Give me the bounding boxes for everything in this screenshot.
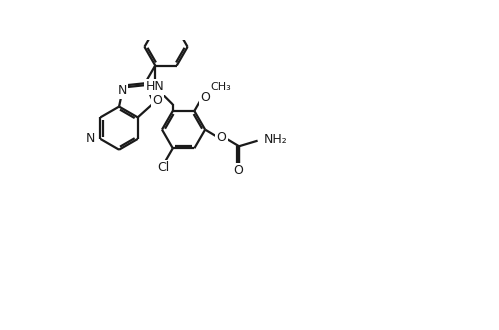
Text: Cl: Cl bbox=[157, 161, 169, 174]
Text: CH₃: CH₃ bbox=[210, 82, 231, 92]
Text: O: O bbox=[200, 91, 210, 104]
Text: NH₂: NH₂ bbox=[264, 133, 287, 146]
Text: O: O bbox=[153, 94, 163, 107]
Text: N: N bbox=[86, 132, 95, 146]
Text: HN: HN bbox=[146, 81, 165, 93]
Text: O: O bbox=[234, 164, 243, 177]
Text: O: O bbox=[217, 131, 226, 145]
Text: N: N bbox=[117, 84, 127, 97]
